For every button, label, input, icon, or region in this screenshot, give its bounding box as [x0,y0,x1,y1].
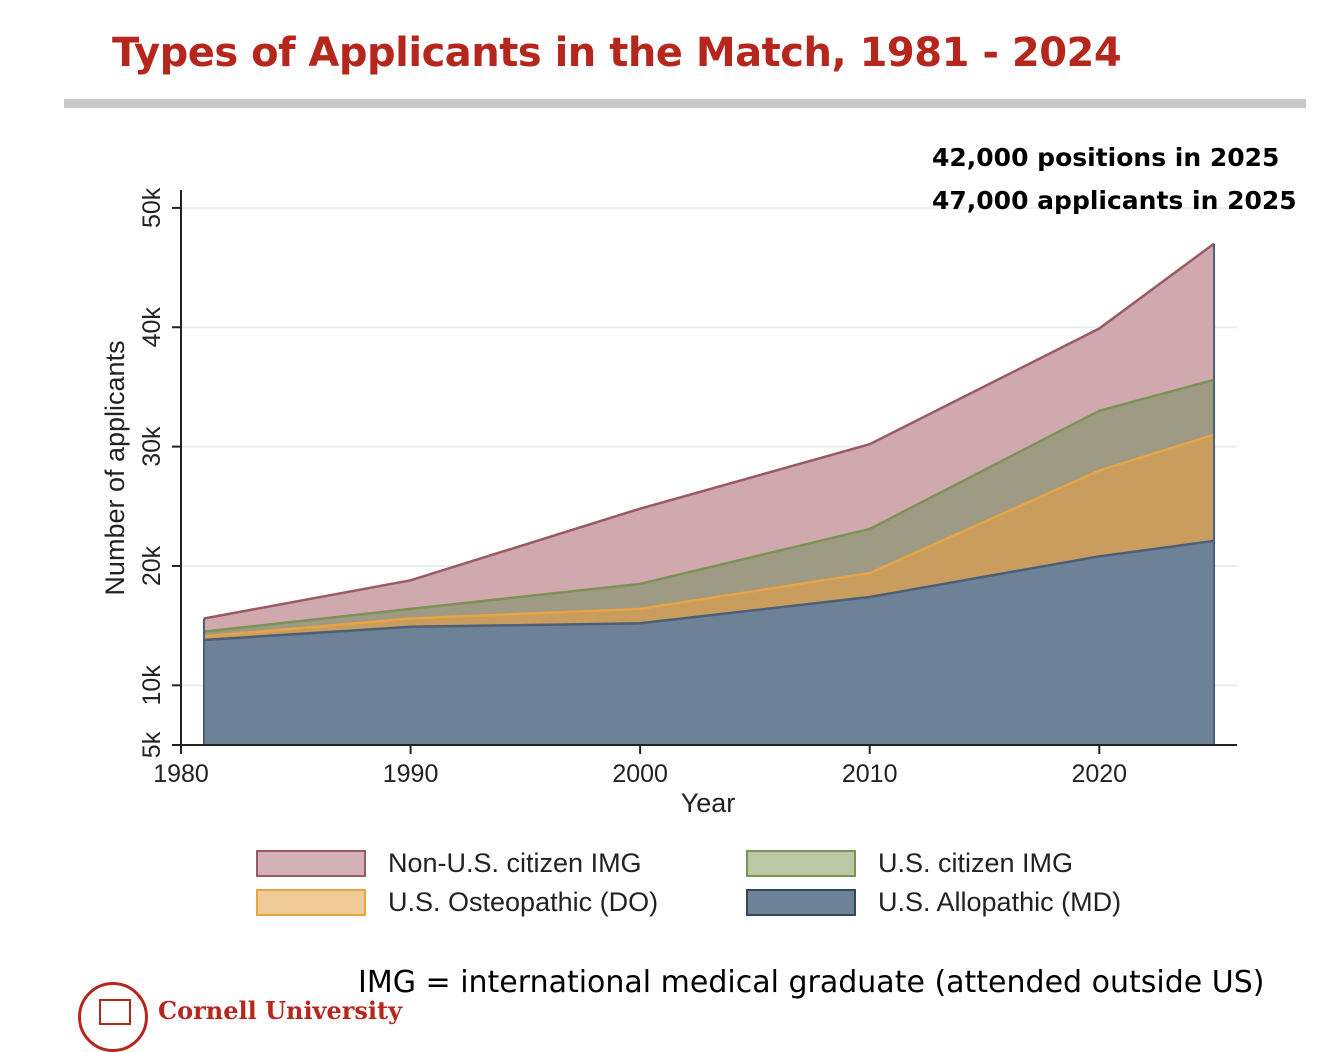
legend-swatch-us-do [256,889,366,916]
legend-swatch-us-citizen-img [746,850,856,877]
legend-label-non-us-img: Non-U.S. citizen IMG [388,848,642,878]
area-non-u-s-citizen-img [204,243,1214,632]
legend-swatch-non-us-img [256,850,366,877]
x-tick-label: 2010 [842,760,898,788]
area-outline-non-u-s-citizen-img [203,242,1215,620]
x-tick-label: 2000 [612,760,668,788]
y-tick-label: 30k [138,426,166,467]
x-tick-label: 1980 [153,760,209,788]
area-chart: 5k 10k 20k 30k 40k 50k 1980 1990 2000 2010 2020 Y… [100,187,1237,818]
axes [180,190,1237,746]
university-seal-icon [78,982,148,1052]
x-ticks: 1980 1990 2000 2010 2020 [153,745,1127,788]
legend-item-us-do: U.S. Osteopathic (DO) [256,887,658,918]
legend-label-us-citizen-img: U.S. citizen IMG [878,848,1074,878]
area-outline-u-s-osteopathic-do [203,433,1215,638]
legend-swatch-us-md [746,889,856,916]
img-footnote: IMG = international medical graduate (at… [358,965,1265,1000]
area-u-s-allopathic-md [204,540,1214,745]
title-divider [64,99,1306,108]
legend-item-non-us-img: Non-U.S. citizen IMG [256,848,642,879]
y-tick-label: 20k [138,545,166,586]
area-u-s-citizen-img [204,379,1214,637]
legend-label-us-do: U.S. Osteopathic (DO) [388,887,659,917]
x-axis-label: Year [681,788,736,818]
y-axis-label: Number of applicants [100,340,130,595]
university-logo-text: Cornell University [158,996,403,1025]
area-outline-u-s-allopathic-md [203,539,1215,642]
slide-title: Types of Applicants in the Match, 1981 -… [112,30,1122,76]
legend-label-us-md: U.S. Allopathic (MD) [878,887,1122,917]
y-tick-label: 10k [138,665,166,706]
x-tick-label: 1990 [383,760,439,788]
x-tick-label: 2020 [1071,760,1127,788]
positions-note: 42,000 positions in 2025 [932,143,1280,172]
legend-item-us-md: U.S. Allopathic (MD) [746,887,1121,918]
applicants-note: 47,000 applicants in 2025 [932,186,1297,215]
seal-shield-icon [99,999,131,1025]
area-series [202,242,1216,746]
y-tick-label: 5k [138,731,166,758]
y-tick-label: 50k [138,187,166,228]
legend-item-us-citizen-img: U.S. citizen IMG [746,848,1073,879]
y-ticks: 5k 10k 20k 30k 40k 50k [138,187,181,758]
y-tick-label: 40k [138,307,166,348]
area-outline-u-s-citizen-img [203,378,1215,633]
